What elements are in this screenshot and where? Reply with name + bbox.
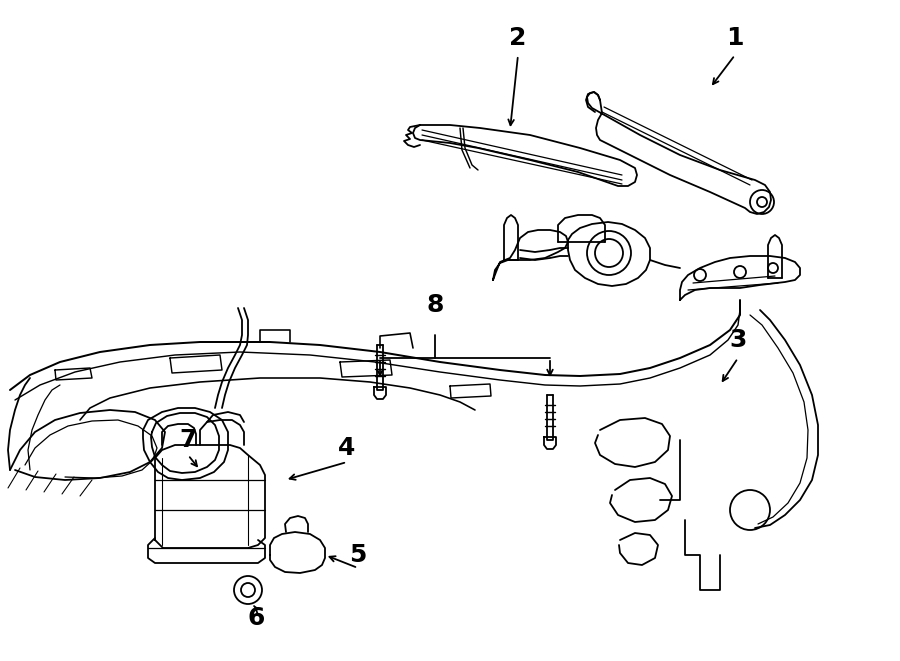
Text: 5: 5 [349,543,366,567]
Text: 2: 2 [509,26,526,50]
Text: 7: 7 [179,428,197,452]
Text: 6: 6 [248,606,265,630]
Text: 4: 4 [338,436,356,460]
Text: 8: 8 [427,293,444,317]
Text: 1: 1 [726,26,743,50]
Text: 3: 3 [729,328,747,352]
